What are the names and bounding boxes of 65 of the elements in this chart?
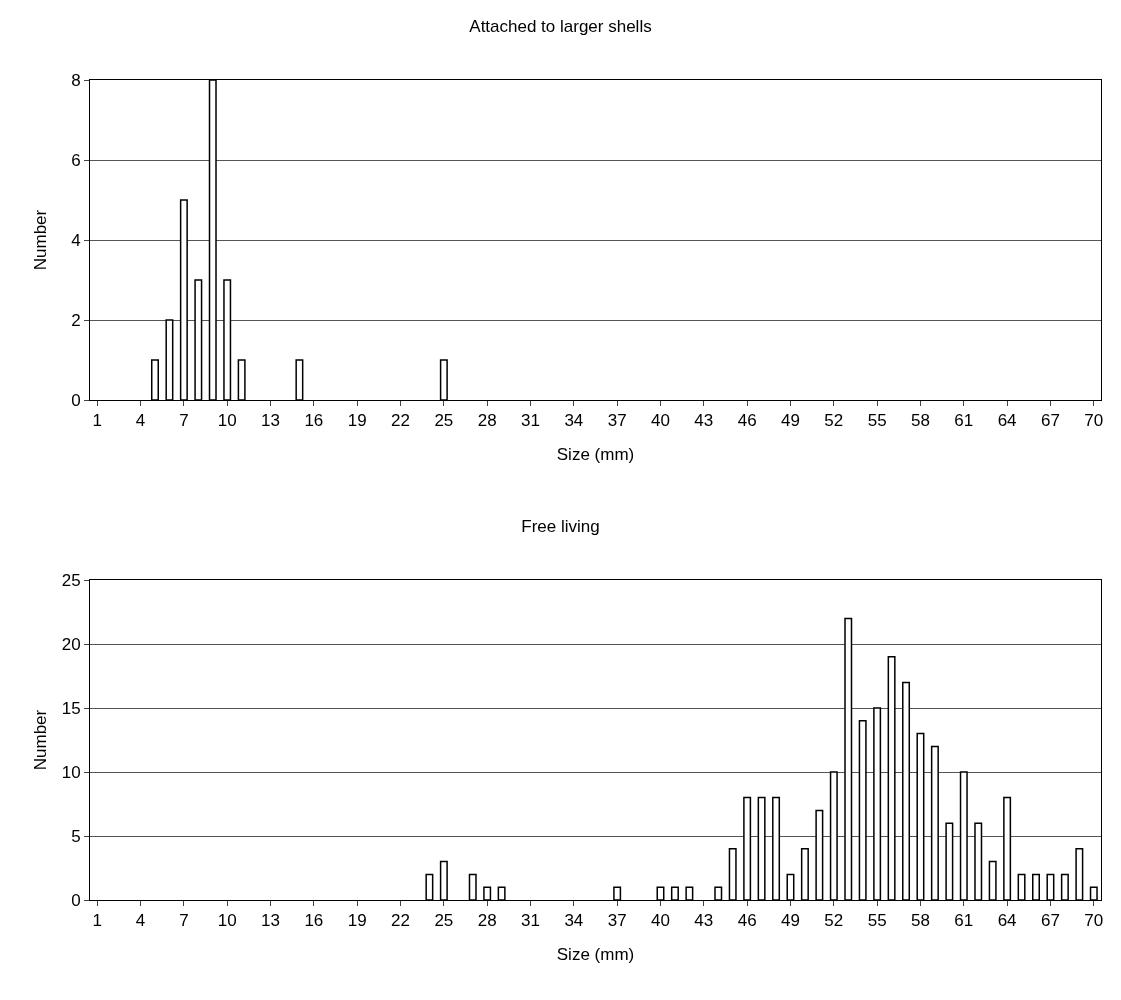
y-tick-label: 6	[71, 150, 81, 170]
x-axis-title: Size (mm)	[556, 944, 635, 964]
x-tick-label: 64	[997, 911, 1017, 931]
y-tick-label: 8	[71, 70, 81, 90]
y-tick-label: 10	[61, 762, 81, 782]
x-tick-label: 37	[607, 911, 627, 931]
x-tick-label: 61	[954, 911, 974, 931]
x-tick-label: 28	[477, 911, 497, 931]
x-tick-label: 10	[217, 411, 237, 431]
y-tick-label: 4	[71, 230, 81, 250]
x-tick-label: 25	[434, 411, 454, 431]
x-tick-label: 19	[347, 411, 367, 431]
x-tick-label: 52	[824, 411, 844, 431]
x-tick-label: 46	[737, 411, 757, 431]
x-tick-label: 28	[477, 411, 497, 431]
x-tick-label: 16	[304, 411, 324, 431]
x-tick-label: 52	[824, 911, 844, 931]
x-tick-label: 31	[521, 911, 540, 931]
x-tick-label: 7	[179, 911, 189, 931]
x-axis-title: Size (mm)	[556, 444, 635, 464]
x-tick-label: 25	[434, 911, 454, 931]
y-tick-label: 5	[71, 826, 81, 846]
x-tick-label: 40	[651, 911, 670, 931]
x-tick-label: 37	[607, 411, 627, 431]
x-tick-label: 31	[521, 411, 540, 431]
x-tick-label: 55	[867, 911, 887, 931]
y-tick-label: 0	[71, 390, 81, 410]
x-tick-label: 10	[217, 911, 237, 931]
x-tick-label: 1	[92, 911, 102, 931]
x-tick-label: 67	[1040, 911, 1060, 931]
y-tick-label: 0	[71, 890, 81, 910]
x-tick-label: 19	[347, 911, 367, 931]
x-tick-label: 70	[1084, 911, 1104, 931]
x-tick-label: 46	[737, 911, 757, 931]
x-tick-label: 58	[911, 411, 930, 431]
chart-title: Attached to larger shells	[469, 16, 652, 36]
x-tick-label: 1	[92, 411, 102, 431]
x-tick-label: 16	[304, 911, 324, 931]
y-axis-title: Number	[31, 709, 50, 771]
x-tick-label: 34	[564, 411, 584, 431]
x-tick-label: 43	[694, 911, 714, 931]
x-tick-label: 7	[179, 411, 189, 431]
y-tick-label: 15	[61, 698, 81, 718]
x-tick-label: 49	[781, 911, 800, 931]
chart-title: Free living	[521, 516, 600, 536]
y-tick-label: 25	[61, 570, 81, 590]
x-tick-label: 40	[651, 411, 670, 431]
x-tick-label: 55	[867, 411, 887, 431]
x-tick-label: 49	[781, 411, 800, 431]
x-tick-label: 13	[261, 411, 280, 431]
x-tick-label: 22	[391, 411, 410, 431]
x-tick-label: 4	[135, 411, 146, 431]
y-axis-title: Number	[31, 209, 50, 271]
y-tick-label: 20	[61, 634, 81, 654]
x-tick-label: 43	[694, 411, 714, 431]
x-tick-label: 58	[911, 911, 930, 931]
x-tick-label: 22	[391, 911, 410, 931]
x-tick-label: 34	[564, 911, 584, 931]
x-tick-label: 13	[261, 911, 280, 931]
x-tick-label: 67	[1040, 411, 1060, 431]
x-tick-label: 70	[1084, 411, 1104, 431]
x-tick-label: 61	[954, 411, 974, 431]
x-tick-label: 4	[135, 911, 146, 931]
y-tick-label: 2	[71, 310, 81, 330]
x-tick-label: 64	[997, 411, 1017, 431]
